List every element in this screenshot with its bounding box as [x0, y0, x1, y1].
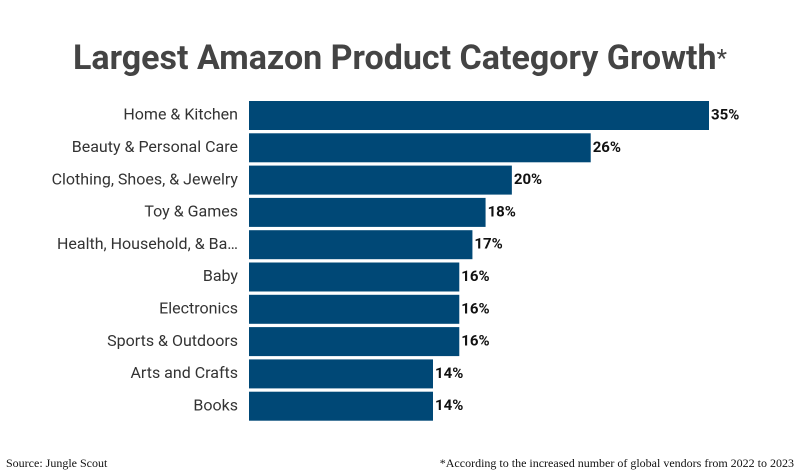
- source: Source: Jungle Scout: [6, 456, 108, 470]
- value-label: 16%: [461, 299, 489, 317]
- bar: [249, 197, 486, 227]
- value-label: 14%: [435, 364, 463, 382]
- value-label: 20%: [514, 170, 542, 188]
- category-label: Electronics: [159, 299, 238, 318]
- value-label: 16%: [461, 267, 489, 285]
- value-label: 14%: [435, 396, 463, 414]
- category-label: Books: [193, 395, 238, 414]
- value-label: 16%: [461, 332, 489, 350]
- bar: [249, 230, 473, 260]
- bar: [249, 391, 433, 421]
- bar: [249, 294, 460, 324]
- category-label: Home & Kitchen: [123, 105, 238, 124]
- bar: [249, 165, 512, 195]
- value-label: 35%: [711, 105, 739, 123]
- value-label: 18%: [488, 202, 516, 220]
- category-label: Baby: [203, 266, 239, 285]
- category-label: Sports & Outdoors: [107, 331, 238, 350]
- category-label: Clothing, Shoes, & Jewelry: [52, 169, 239, 188]
- category-label: Toy & Games: [144, 202, 238, 221]
- bar: [249, 101, 709, 130]
- chart-title: Largest Amazon Product Category Growth: [73, 38, 717, 78]
- category-label: Beauty & Personal Care: [72, 137, 238, 156]
- value-label: 17%: [474, 235, 502, 253]
- bar: [249, 327, 460, 357]
- footnote: *According to the increased number of gl…: [440, 456, 794, 470]
- value-label: 26%: [593, 138, 621, 156]
- bar: [249, 133, 591, 163]
- bar: [249, 359, 433, 389]
- chart-title-group: Largest Amazon Product Category Growth*: [73, 38, 728, 78]
- category-label: Health, Household, & Ba…: [57, 234, 238, 253]
- bar: [249, 262, 460, 292]
- title-asterisk: *: [717, 44, 728, 72]
- category-label: Arts and Crafts: [130, 363, 238, 382]
